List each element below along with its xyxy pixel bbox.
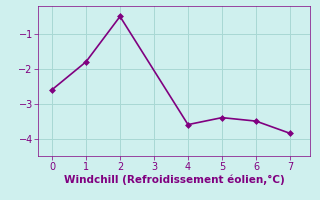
X-axis label: Windchill (Refroidissement éolien,°C): Windchill (Refroidissement éolien,°C) bbox=[64, 174, 285, 185]
